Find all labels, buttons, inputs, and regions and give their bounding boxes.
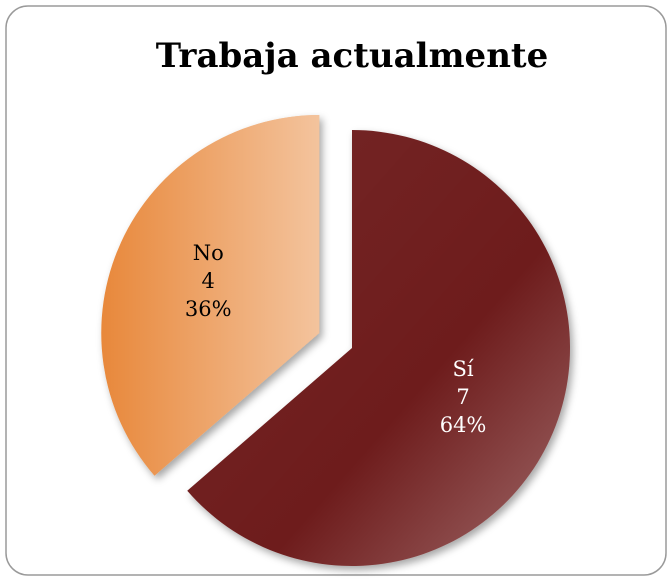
- chart-title: Trabaja actualmente: [156, 36, 549, 76]
- slice-category: Sí: [452, 357, 473, 381]
- slice-value: 4: [202, 269, 215, 293]
- slice-shine: [101, 115, 320, 476]
- slice-category: No: [193, 241, 224, 265]
- slice-percent: 64%: [440, 413, 487, 437]
- pie: [101, 115, 571, 566]
- slice-value: 7: [456, 385, 469, 409]
- slice-percent: 36%: [185, 297, 232, 321]
- labels: Sí 7 64% No 4 36%: [185, 241, 487, 437]
- slice-shine: [187, 130, 571, 566]
